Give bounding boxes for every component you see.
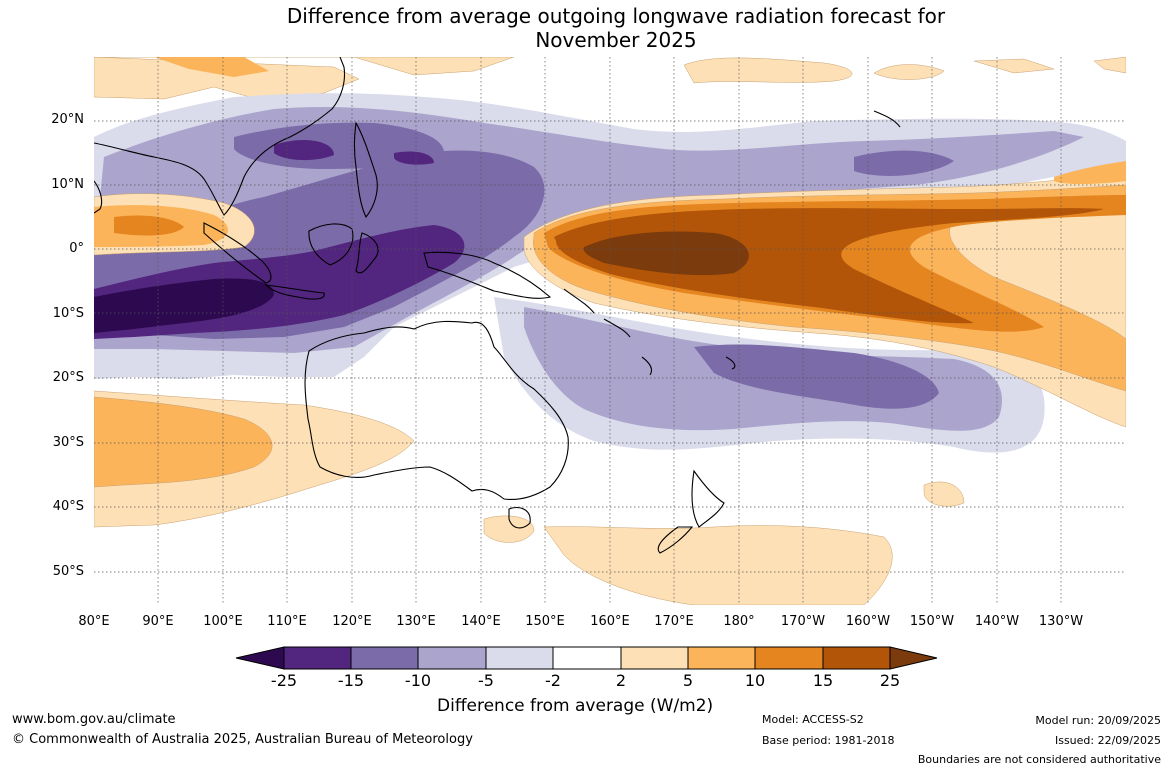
colorbar-tick-pos15: 15 (812, 671, 834, 690)
lon-label-110e: 110°E (267, 614, 307, 629)
colorbar-tick-pos10: 10 (744, 671, 766, 690)
lon-label-160w: 160°W (845, 614, 891, 629)
anomaly-neg15-north (274, 140, 434, 165)
lon-label-170e: 170°E (654, 614, 694, 629)
colorbar-arrow-low (235, 646, 285, 670)
anomaly-pos25-pacific (583, 231, 749, 276)
gridlines (94, 57, 1126, 605)
footer-issued: Issued: 22/09/2025 (1054, 734, 1161, 747)
title-line-2: November 2025 (535, 28, 697, 52)
colorbar-tick-pos5: 5 (682, 671, 694, 690)
colorbar-tick-neg25: -25 (270, 671, 298, 690)
footer-website[interactable]: www.bom.gov.au/climate (12, 712, 176, 727)
colorbar-swatch-pos2 (620, 646, 689, 670)
lat-label-30s: 30°S (52, 435, 84, 450)
chart-title: Difference from average outgoing longwav… (0, 4, 1173, 52)
coastline-sumatra (203, 222, 272, 284)
colorbar-arrow-high (889, 646, 938, 670)
colorbar-tick-neg10: -10 (404, 671, 432, 690)
lon-label-90e: 90°E (142, 614, 174, 629)
coastline-java (264, 284, 325, 300)
coastline-australia (304, 320, 569, 501)
anomaly-pos10-north-pacific (1054, 161, 1126, 184)
lon-label-140e: 140°E (461, 614, 501, 629)
coastline-solomon (563, 288, 631, 338)
colorbar-tick-neg2: -2 (545, 671, 561, 690)
colorbar-tick-neg15: -15 (337, 671, 365, 690)
lon-label-150w: 150°W (909, 614, 955, 629)
lat-label-20n: 20°N (51, 112, 84, 127)
coastline-tasmania (508, 506, 531, 529)
lat-label-10s: 10°S (52, 306, 84, 321)
lon-label-80e: 80°E (78, 614, 110, 629)
colorbar-swatch-neg10 (350, 646, 419, 670)
colorbar-swatch-neg15 (283, 646, 352, 670)
coastlines (94, 57, 901, 554)
colorbar-swatch-neutral (552, 646, 622, 670)
coastline-new-guinea (423, 251, 552, 299)
lon-label-130w: 130°W (1038, 614, 1084, 629)
lon-label-170w: 170°W (780, 614, 826, 629)
lat-label-50s: 50°S (52, 564, 84, 579)
lon-label-150e: 150°E (525, 614, 565, 629)
lon-label-130e: 130°E (396, 614, 436, 629)
anomaly-pos5-southwest (94, 396, 273, 488)
anomaly-neg10-east (694, 150, 954, 409)
lat-label-0: 0° (69, 241, 84, 256)
anomaly-neg25-core (94, 278, 274, 333)
lon-label-180: 180° (723, 614, 755, 629)
colorbar-swatch-neg2 (485, 646, 554, 670)
anomaly-pos15-indian (114, 215, 184, 236)
coastline-new-zealand-south (657, 526, 694, 554)
lon-label-100e: 100°E (203, 614, 243, 629)
title-line-1: Difference from average outgoing longwav… (286, 4, 946, 28)
footer-model-run: Model run: 20/09/2025 (1035, 714, 1161, 727)
coastline-hawaii (873, 110, 901, 128)
colorbar-tick-pos25: 25 (879, 671, 901, 690)
lat-label-40s: 40°S (52, 499, 84, 514)
olr-anomaly-map (94, 57, 1126, 605)
colorbar-tick-neg5: -5 (478, 671, 494, 690)
footer-base-period: Base period: 1981-2018 (762, 734, 895, 747)
lat-label-20s: 20°S (52, 370, 84, 385)
footer-disclaimer: Boundaries are not considered authoritat… (917, 753, 1161, 766)
colorbar-swatch-pos5 (687, 646, 756, 670)
coastline-philippines (353, 121, 378, 219)
coastline-asia (94, 57, 346, 216)
colorbar-swatch-pos15 (822, 646, 891, 670)
footer-model: Model: ACCESS-S2 (762, 713, 864, 726)
anomaly-pos2-north-east (683, 57, 1126, 84)
colorbar-label: Difference from average (W/m2) (437, 696, 714, 716)
lat-label-10n: 10°N (51, 177, 84, 192)
coastline-new-zealand-north (691, 469, 725, 528)
footer-copyright: © Commonwealth of Australia 2025, Austra… (12, 732, 473, 747)
anomaly-pos2-tasman (483, 481, 965, 605)
coastline-india-east (94, 180, 103, 214)
colorbar-tick-pos2: 2 (615, 671, 627, 690)
coastline-fiji (641, 356, 736, 376)
anomaly-pos5-north (154, 57, 269, 77)
coastline-sulawesi (355, 232, 379, 274)
lon-label-120e: 120°E (332, 614, 372, 629)
colorbar-swatch-pos10 (754, 646, 824, 670)
colorbar-swatch-neg5 (417, 646, 487, 670)
lon-label-160e: 160°E (590, 614, 630, 629)
lon-label-140w: 140°W (974, 614, 1020, 629)
coastline-borneo (308, 223, 354, 266)
